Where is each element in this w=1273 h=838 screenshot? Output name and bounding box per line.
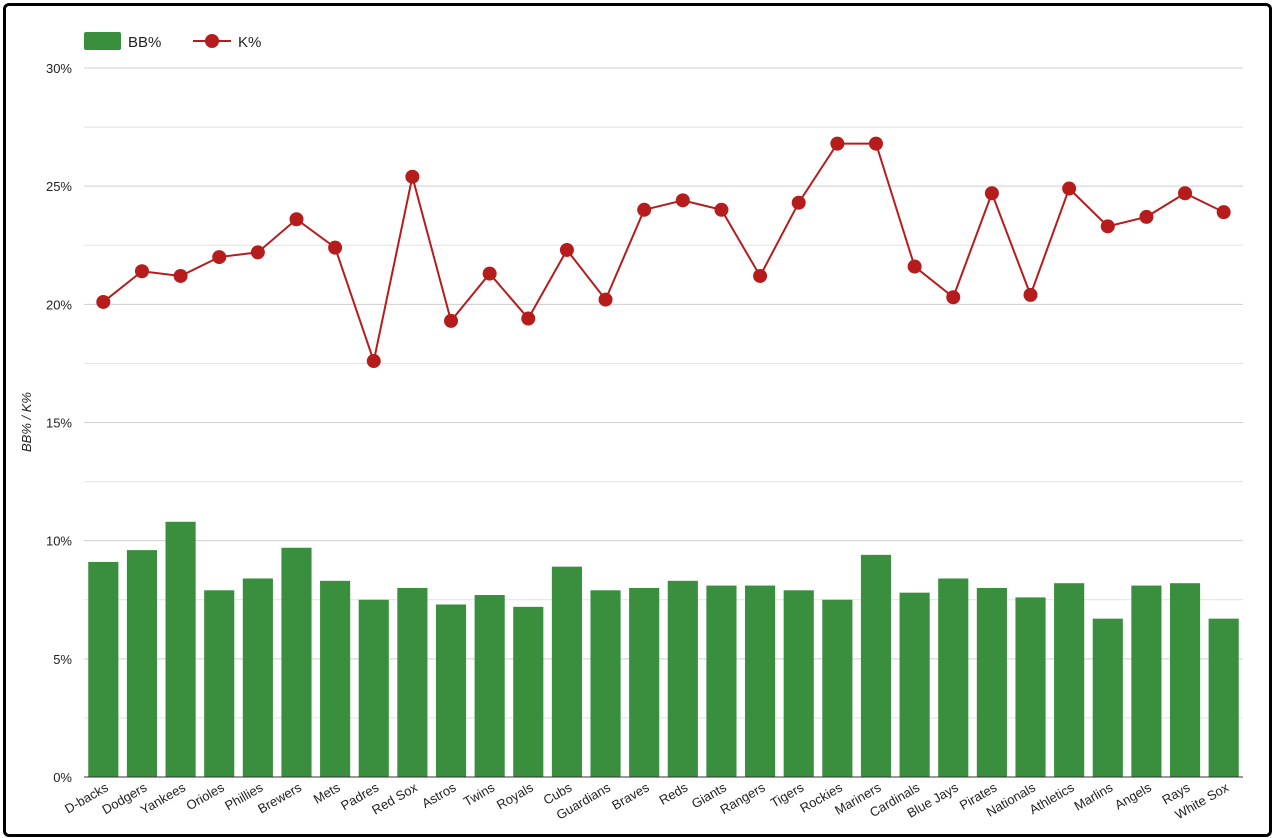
bar-bb (551, 566, 582, 777)
x-tick-label: Rangers (718, 779, 768, 817)
point-k (1100, 219, 1115, 234)
point-k (868, 136, 883, 151)
point-k (289, 212, 304, 227)
point-k (907, 259, 922, 274)
bar-bb (976, 587, 1007, 777)
bar-bb (1015, 597, 1046, 777)
point-k (559, 242, 574, 257)
point-k (1216, 205, 1231, 220)
bb-bars (88, 521, 1239, 777)
y-tick-label: 30% (46, 61, 72, 76)
point-k (753, 268, 768, 283)
bar-bb (938, 578, 969, 777)
legend-swatch-bb (84, 32, 121, 50)
x-tick-label: Braves (609, 779, 652, 812)
bar-bb (822, 599, 853, 777)
point-k (521, 311, 536, 326)
bar-bb (204, 590, 235, 777)
legend: BB% K% (84, 32, 261, 51)
bar-bb (899, 592, 930, 777)
point-k (444, 313, 459, 328)
bar-bb (1169, 583, 1201, 777)
bar-bb (706, 585, 737, 777)
point-k (1178, 186, 1193, 201)
y-tick-label: 15% (46, 416, 72, 431)
point-k (675, 193, 690, 208)
x-tick-label: Mets (311, 779, 343, 806)
point-k (830, 136, 845, 151)
k-line (96, 136, 1231, 369)
y-tick-label: 0% (53, 770, 72, 785)
y-tick-label: 10% (46, 534, 72, 549)
x-tick-label: Angels (1112, 779, 1154, 812)
bar-bb (165, 521, 196, 777)
point-k (250, 245, 265, 260)
bar-bb (745, 585, 776, 777)
point-k (212, 250, 227, 265)
x-axis-labels: D-backsDodgersYankeesOriolesPhilliesBrew… (62, 779, 1232, 822)
bar-bb (242, 578, 273, 777)
point-k (714, 202, 729, 217)
point-k (598, 292, 613, 307)
point-k (173, 268, 188, 283)
bar-bb (667, 580, 698, 777)
x-tick-label: Twins (461, 779, 498, 809)
point-k (1062, 181, 1077, 196)
bar-bb (281, 547, 312, 777)
point-k (1139, 209, 1154, 224)
k-series-line (102, 142, 1225, 365)
point-k (405, 169, 420, 184)
bar-bb (358, 599, 389, 777)
y-tick-label: 25% (46, 179, 72, 194)
bar-bb (1054, 583, 1085, 777)
point-k (791, 195, 806, 210)
point-k (328, 240, 343, 255)
bar-bb (590, 590, 621, 777)
x-tick-label: Yankees (138, 779, 189, 817)
point-k (984, 186, 999, 201)
y-axis-ticks: 0% 5% 10% 15% 20% 25% 30% (46, 61, 72, 785)
x-tick-label: Royals (494, 779, 536, 812)
x-tick-label: Brewers (255, 779, 304, 816)
point-k (1023, 287, 1038, 302)
bar-bb (474, 595, 505, 777)
point-k (946, 290, 961, 305)
point-k (96, 294, 111, 309)
x-tick-label: Athletics (1027, 779, 1077, 817)
bar-bb (783, 590, 814, 777)
y-tick-label: 20% (46, 297, 72, 312)
bar-bb (435, 604, 467, 777)
bar-bb (320, 580, 351, 777)
bar-bb (860, 554, 892, 777)
x-tick-label: Marlins (1071, 779, 1115, 813)
x-tick-label: Astros (419, 779, 459, 811)
bar-bb (1131, 585, 1162, 777)
bar-bb (513, 606, 544, 777)
point-k (482, 266, 497, 281)
bar-bb (1208, 618, 1239, 777)
y-tick-label: 5% (53, 652, 72, 667)
point-k (637, 202, 652, 217)
legend-label-k: K% (238, 34, 261, 51)
bar-bb (629, 587, 660, 777)
legend-marker-k (205, 34, 219, 48)
bar-bb (126, 550, 158, 777)
legend-label-bb: BB% (128, 34, 161, 51)
point-k (366, 354, 381, 369)
bar-bb (88, 561, 119, 777)
bar-bb (397, 587, 428, 777)
x-tick-label: Orioles (184, 779, 228, 813)
x-tick-label: Reds (657, 779, 691, 807)
bar-bb (1092, 618, 1123, 777)
point-k (134, 264, 149, 279)
y-axis-label: BB% / K% (19, 392, 34, 452)
